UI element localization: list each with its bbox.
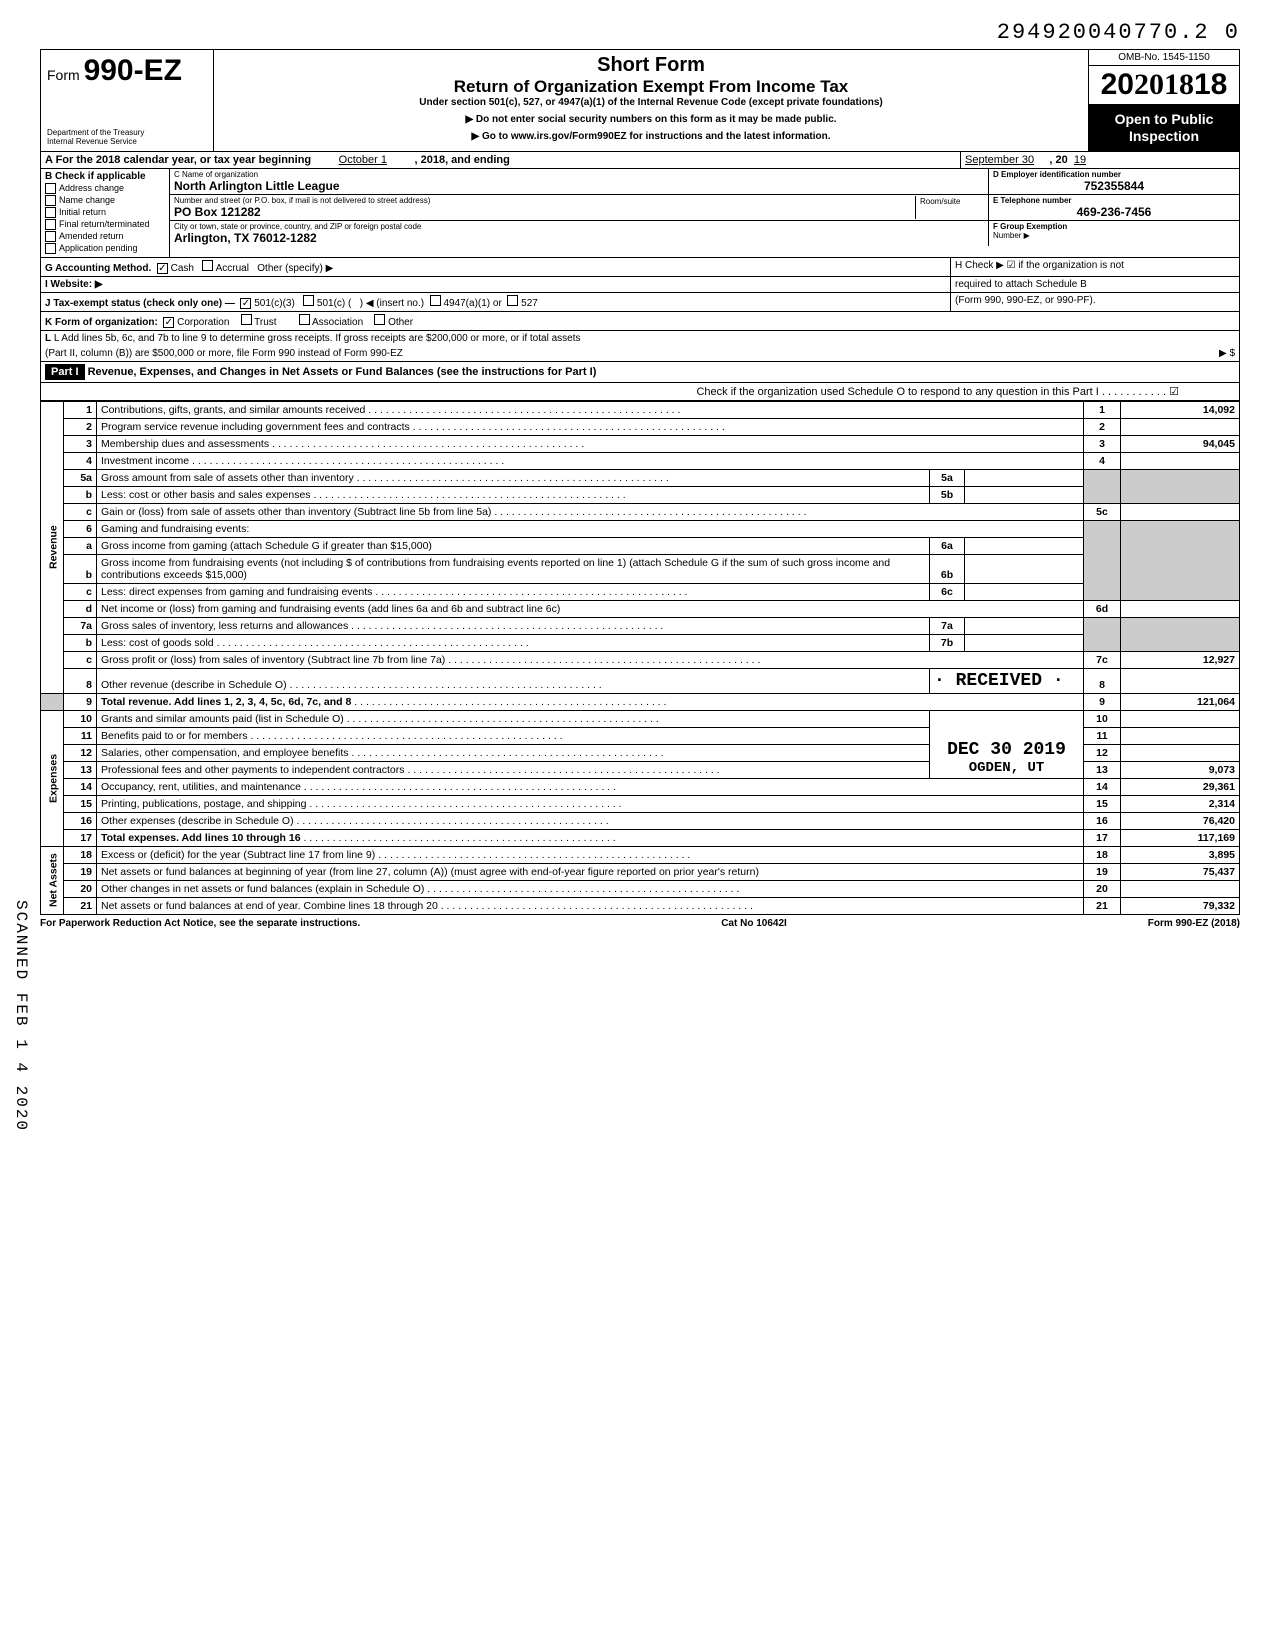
cb-527[interactable] [507,295,518,306]
col-b-checkboxes: B Check if applicable Address change Nam… [41,169,170,257]
h-text3: (Form 990, 990-EZ, or 990-PF). [955,295,1096,306]
row-k: K Form of organization: Corporation Trus… [40,312,1240,331]
cb-other[interactable] [374,314,385,325]
footer: For Paperwork Reduction Act Notice, see … [40,915,1240,929]
cb-amended[interactable] [45,231,56,242]
cb-trust[interactable] [241,314,252,325]
department: Department of the Treasury Internal Reve… [47,129,207,147]
side-net-assets: Net Assets [41,846,64,914]
cb-accrual[interactable] [202,260,213,271]
dln-number: 294920040770.2 0 [40,20,1240,45]
d-label: D Employer identification number [993,170,1121,179]
form-number: Form 990-EZ [47,54,207,88]
cb-assoc[interactable] [299,314,310,325]
f-label2: Number ▶ [993,231,1235,240]
row-a-tax-year: A For the 2018 calendar year, or tax yea… [40,152,1240,169]
short-form-title: Short Form [222,54,1080,77]
sub-title: Under section 501(c), 527, or 4947(a)(1)… [222,97,1080,108]
row-l: L L Add lines 5b, 6c, and 7b to line 9 t… [40,331,1240,362]
part1-check: Check if the organization used Schedule … [40,383,1240,401]
row-g-h: G Accounting Method. Cash Accrual Other … [40,258,1240,277]
cb-cash[interactable] [157,263,168,274]
cb-corp[interactable] [163,317,174,328]
form-header: Form 990-EZ Department of the Treasury I… [40,49,1240,152]
phone-value: 469-236-7456 [993,205,1235,219]
omb-number: OMB-No. 1545-1150 [1089,50,1239,66]
instruction-1: ▶ Do not enter social security numbers o… [222,114,1080,125]
lines-table: Revenue 1Contributions, gifts, grants, a… [40,401,1240,915]
ogden-stamp: OGDEN, UT [934,760,1079,776]
section-b-c-d-e-f: B Check if applicable Address change Nam… [40,169,1240,258]
footer-center: Cat No 10642I [721,918,787,929]
date-stamp: DEC 30 2019 [934,740,1079,760]
city-label: City or town, state or province, country… [174,222,984,231]
ein-value: 752355844 [993,179,1235,193]
cb-501c[interactable] [303,295,314,306]
open-public-badge: Open to PublicInspection [1089,105,1239,151]
side-revenue: Revenue [41,401,64,693]
h-text1: H Check ▶ ☑ if the organization is not [955,260,1124,271]
footer-left: For Paperwork Reduction Act Notice, see … [40,918,360,929]
cb-app-pending[interactable] [45,243,56,254]
cb-final-return[interactable] [45,219,56,230]
e-label: E Telephone number [993,196,1072,205]
instruction-2: ▶ Go to www.irs.gov/Form990EZ for instru… [222,131,1080,142]
city-value: Arlington, TX 76012-1282 [174,231,984,245]
cb-501c3[interactable] [240,298,251,309]
c-label: C Name of organization [174,170,984,179]
received-stamp: · RECEIVED · [934,671,1064,691]
tax-year: 20201818 [1089,66,1239,105]
part1-header: Part I Revenue, Expenses, and Changes in… [40,362,1240,383]
scanned-stamp: SCANNED FEB 1 4 2020 [12,900,30,1132]
footer-right: Form 990-EZ (2018) [1148,918,1240,929]
cb-4947[interactable] [430,295,441,306]
row-i: I Website: ▶ required to attach Schedule… [40,277,1240,293]
row-j: J Tax-exempt status (check only one) — 5… [40,293,1240,312]
side-expenses: Expenses [41,710,64,846]
h-text2: required to attach Schedule B [955,279,1087,290]
cb-initial-return[interactable] [45,207,56,218]
cb-name-change[interactable] [45,195,56,206]
f-label: F Group Exemption [993,222,1067,231]
room-label: Room/suite [920,197,980,206]
cb-address-change[interactable] [45,183,56,194]
org-name: North Arlington Little League [174,179,984,193]
street-value: PO Box 121282 [174,205,915,219]
return-title: Return of Organization Exempt From Incom… [222,77,1080,97]
street-label: Number and street (or P.O. box, if mail … [174,196,915,205]
